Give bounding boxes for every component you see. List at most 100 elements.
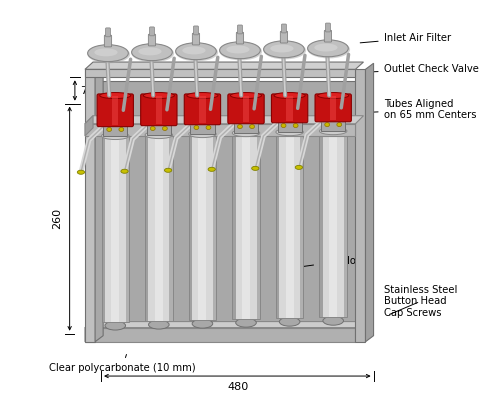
Ellipse shape (176, 43, 216, 60)
Text: Clear polycarbonate (10 mm): Clear polycarbonate (10 mm) (48, 354, 196, 373)
Text: Ø40 Hole: Ø40 Hole (302, 256, 365, 266)
FancyBboxPatch shape (321, 118, 345, 131)
FancyBboxPatch shape (188, 134, 192, 320)
Ellipse shape (138, 47, 162, 55)
Ellipse shape (320, 128, 347, 135)
Ellipse shape (321, 115, 345, 121)
FancyBboxPatch shape (146, 122, 171, 135)
FancyBboxPatch shape (213, 134, 216, 320)
Polygon shape (95, 63, 103, 342)
FancyBboxPatch shape (198, 134, 206, 320)
FancyBboxPatch shape (234, 120, 258, 133)
Text: 260: 260 (52, 208, 62, 229)
Ellipse shape (264, 41, 304, 58)
FancyBboxPatch shape (126, 136, 129, 322)
Ellipse shape (280, 317, 300, 326)
Ellipse shape (264, 42, 306, 60)
FancyBboxPatch shape (279, 132, 300, 318)
Ellipse shape (278, 116, 301, 122)
Ellipse shape (270, 45, 293, 53)
Text: Inlet Air Filter: Inlet Air Filter (360, 33, 451, 43)
Ellipse shape (276, 128, 303, 136)
FancyBboxPatch shape (156, 96, 162, 124)
FancyBboxPatch shape (330, 96, 336, 120)
Polygon shape (85, 116, 363, 124)
Ellipse shape (250, 124, 254, 128)
FancyBboxPatch shape (105, 136, 126, 322)
Polygon shape (85, 328, 355, 342)
Ellipse shape (148, 320, 169, 329)
FancyBboxPatch shape (286, 132, 294, 318)
Ellipse shape (252, 166, 259, 171)
FancyBboxPatch shape (276, 132, 279, 318)
FancyBboxPatch shape (329, 131, 337, 317)
Ellipse shape (100, 92, 131, 98)
FancyBboxPatch shape (232, 133, 235, 319)
Ellipse shape (132, 44, 172, 61)
FancyBboxPatch shape (170, 135, 172, 321)
FancyBboxPatch shape (112, 96, 118, 125)
Ellipse shape (121, 169, 128, 173)
Ellipse shape (190, 118, 214, 124)
Polygon shape (356, 69, 366, 342)
Ellipse shape (206, 126, 211, 130)
FancyBboxPatch shape (300, 132, 304, 318)
Polygon shape (366, 63, 374, 342)
FancyBboxPatch shape (324, 30, 332, 42)
FancyBboxPatch shape (190, 121, 214, 134)
FancyBboxPatch shape (236, 133, 256, 319)
Text: 75: 75 (80, 86, 94, 96)
Polygon shape (85, 124, 355, 136)
Ellipse shape (103, 120, 128, 126)
Ellipse shape (182, 47, 206, 54)
FancyBboxPatch shape (111, 136, 120, 322)
Ellipse shape (308, 40, 348, 57)
FancyBboxPatch shape (104, 35, 112, 47)
Ellipse shape (324, 123, 330, 127)
FancyBboxPatch shape (282, 24, 286, 33)
FancyBboxPatch shape (145, 135, 148, 321)
Ellipse shape (274, 92, 305, 98)
Text: Outlet Check Valve: Outlet Check Valve (358, 64, 478, 74)
Ellipse shape (234, 117, 258, 123)
FancyBboxPatch shape (93, 81, 363, 338)
Ellipse shape (88, 45, 130, 63)
Ellipse shape (337, 123, 342, 127)
Text: 480: 480 (228, 382, 249, 392)
Ellipse shape (102, 132, 129, 140)
FancyBboxPatch shape (315, 94, 352, 122)
Text: Stainless Steel
Button Head
Cap Screws: Stainless Steel Button Head Cap Screws (384, 285, 457, 318)
Ellipse shape (176, 44, 218, 61)
FancyBboxPatch shape (242, 133, 250, 319)
Ellipse shape (281, 124, 286, 128)
Ellipse shape (236, 318, 256, 327)
Ellipse shape (164, 168, 172, 172)
Ellipse shape (107, 128, 112, 132)
Ellipse shape (208, 167, 216, 171)
FancyBboxPatch shape (148, 135, 170, 321)
Ellipse shape (187, 92, 218, 98)
Text: Tubes Aligned
on 65 mm Centers: Tubes Aligned on 65 mm Centers (358, 99, 476, 120)
Ellipse shape (220, 42, 260, 59)
FancyBboxPatch shape (148, 34, 156, 46)
FancyBboxPatch shape (278, 119, 301, 132)
Ellipse shape (308, 40, 350, 58)
Ellipse shape (192, 319, 212, 328)
Polygon shape (85, 62, 363, 69)
Ellipse shape (323, 316, 344, 325)
FancyBboxPatch shape (150, 27, 154, 36)
Ellipse shape (132, 45, 174, 62)
FancyBboxPatch shape (103, 123, 128, 136)
FancyBboxPatch shape (192, 134, 213, 320)
FancyBboxPatch shape (97, 94, 134, 127)
Ellipse shape (88, 45, 128, 62)
FancyBboxPatch shape (192, 33, 200, 45)
Ellipse shape (105, 321, 126, 330)
FancyBboxPatch shape (238, 25, 242, 34)
Ellipse shape (78, 170, 84, 174)
FancyBboxPatch shape (194, 26, 198, 35)
FancyBboxPatch shape (155, 135, 163, 321)
FancyBboxPatch shape (280, 31, 287, 43)
Ellipse shape (314, 43, 338, 51)
FancyBboxPatch shape (140, 94, 177, 126)
